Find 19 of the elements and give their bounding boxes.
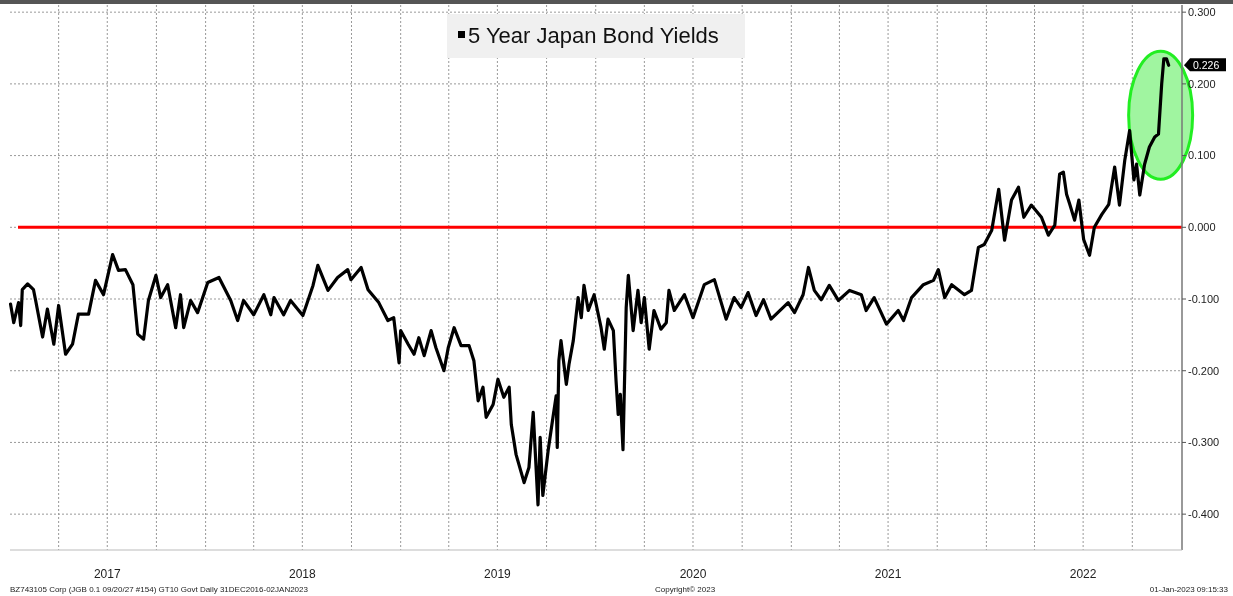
line-series	[8, 57, 1171, 507]
x-tick-label: 2020	[679, 567, 707, 581]
x-tick-label: 2019	[484, 567, 512, 581]
x-tick-label: 2021	[874, 567, 902, 581]
x-tick-label: 2018	[288, 567, 316, 581]
text: BZ743105 Corp (JGB 0.1 09/20/27 #154) GT10 Govt Daily 31DEC2016-02JAN2023	[10, 585, 309, 594]
y-tick-label: 0.100	[1188, 149, 1216, 162]
text: 01-Jan-2023 09:15:33	[1149, 585, 1229, 594]
text: Copyright© 2023	[655, 585, 716, 594]
y-tick-label: -0.100	[1188, 292, 1220, 305]
y-tick-label: -0.300	[1188, 436, 1220, 449]
annotation: 0.226	[1193, 58, 1220, 71]
y-tick-label: -0.400	[1188, 507, 1220, 520]
y-tick-label: -0.200	[1188, 364, 1220, 377]
legend-label: 5 Year Japan Bond Yields	[468, 22, 719, 48]
x-tick-label: 2022	[1069, 567, 1097, 581]
y-tick-label: 0.000	[1188, 221, 1216, 234]
y-tick-label: 0.300	[1188, 6, 1216, 19]
x-tick-label: 2017	[93, 567, 121, 581]
